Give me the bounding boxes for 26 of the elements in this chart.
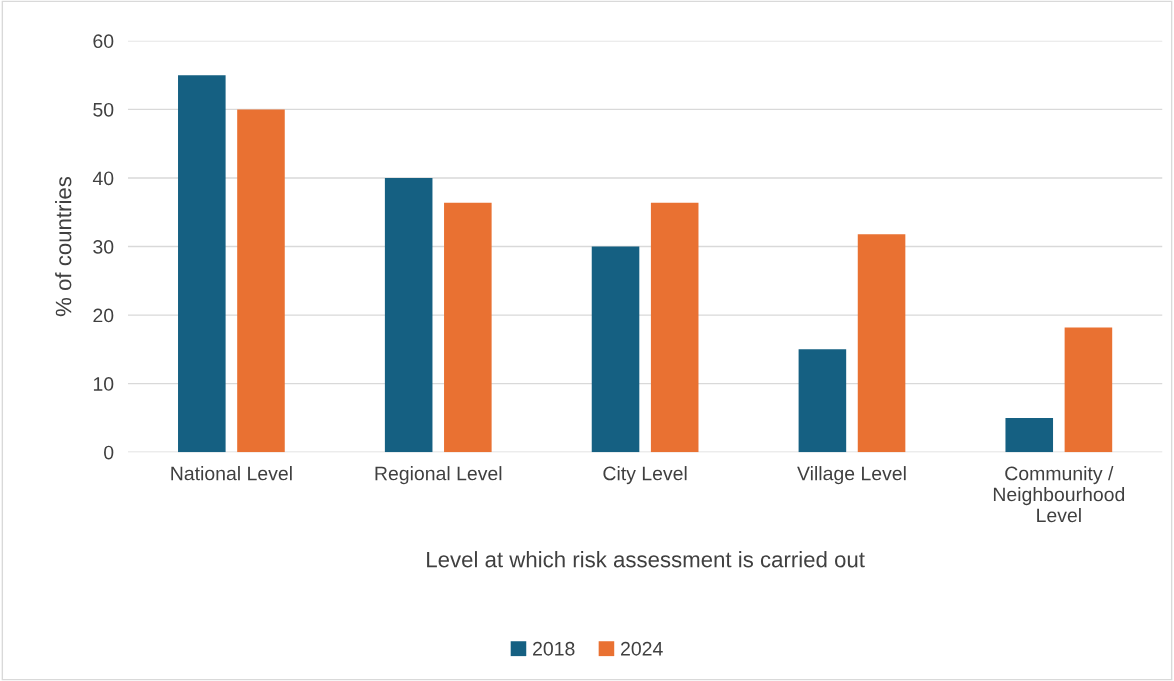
x-tick-label: Regional Level <box>375 466 502 485</box>
y-tick-label: 60 <box>93 34 114 49</box>
y-tick-label: 50 <box>93 102 114 117</box>
y-tick-label: 40 <box>92 171 114 186</box>
x-tick-label: Village Level <box>797 466 906 485</box>
y-tick-label: 0 <box>104 445 114 460</box>
bar <box>384 177 433 453</box>
legend-label: 2018 <box>533 641 575 656</box>
bar <box>178 75 226 453</box>
x-tick-label: City Level <box>603 466 687 485</box>
x-axis-title: Level at which risk assessment is carried out <box>427 551 865 568</box>
bar <box>798 349 847 453</box>
y-tick-label: 20 <box>93 308 114 323</box>
x-tick-label: Community / Neighbourhood Level <box>993 466 1125 523</box>
bar <box>1064 327 1113 453</box>
bar <box>237 109 285 453</box>
legend-label: 2024 <box>621 641 663 656</box>
bar <box>650 202 699 453</box>
bar <box>857 234 906 453</box>
bar <box>591 246 640 453</box>
x-tick-label: National Level <box>171 466 292 481</box>
bar <box>444 202 492 453</box>
y-tick-label: 10 <box>93 377 114 391</box>
y-axis-title: % of countries <box>55 176 72 317</box>
y-tick-label: 30 <box>93 239 114 254</box>
bar <box>1005 417 1054 453</box>
